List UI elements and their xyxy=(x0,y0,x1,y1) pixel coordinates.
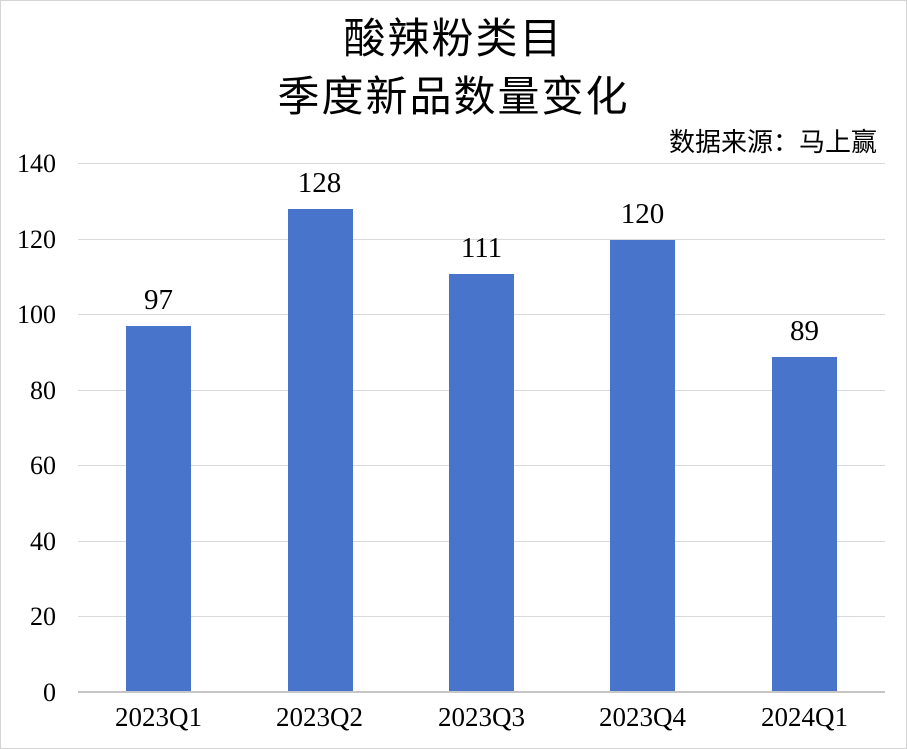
plot-area: 97 128 111 120 89 xyxy=(78,163,885,693)
x-tick-label-2023Q1: 2023Q1 xyxy=(115,702,202,732)
y-tick-label-40: 40 xyxy=(30,526,56,556)
bar-value-label-2023Q4: 120 xyxy=(620,198,665,230)
bar-2023Q4 xyxy=(610,240,675,693)
x-axis-line xyxy=(78,691,885,693)
data-source-note: 数据来源：马上赢 xyxy=(668,128,877,157)
y-tick-label-60: 60 xyxy=(30,451,56,481)
bar-2023Q3 xyxy=(449,274,514,693)
y-tick-label-100: 100 xyxy=(17,300,56,330)
chart-title-line-2: 季度新品数量变化 xyxy=(277,75,630,121)
bar-value-label-2023Q2: 128 xyxy=(297,167,342,199)
bar-2024Q1 xyxy=(772,357,837,693)
bar-2023Q1 xyxy=(126,326,191,693)
bar-value-label-2024Q1: 89 xyxy=(790,315,819,347)
bar-value-label-2023Q3: 111 xyxy=(460,232,503,264)
y-tick-label-120: 120 xyxy=(17,224,56,254)
x-tick-label-2023Q3: 2023Q3 xyxy=(438,702,525,732)
x-tick-label-2023Q2: 2023Q2 xyxy=(276,702,363,732)
y-tick-label-140: 140 xyxy=(17,149,56,178)
y-tick-label-80: 80 xyxy=(30,375,56,405)
gridline-140 xyxy=(78,163,885,164)
chart-title: 酸辣粉类目 季度新品数量变化 xyxy=(1,11,906,127)
x-tick-label-2024Q1: 2024Q1 xyxy=(761,702,848,732)
y-tick-label-0: 0 xyxy=(43,678,56,707)
y-tick-label-20: 20 xyxy=(30,602,56,632)
x-tick-label-2023Q4: 2023Q4 xyxy=(599,702,686,732)
chart-title-line-1: 酸辣粉类目 xyxy=(343,17,564,63)
bar-2023Q2 xyxy=(288,209,353,693)
gridline-120 xyxy=(78,238,885,240)
bar-value-label-2023Q1: 97 xyxy=(144,284,173,316)
